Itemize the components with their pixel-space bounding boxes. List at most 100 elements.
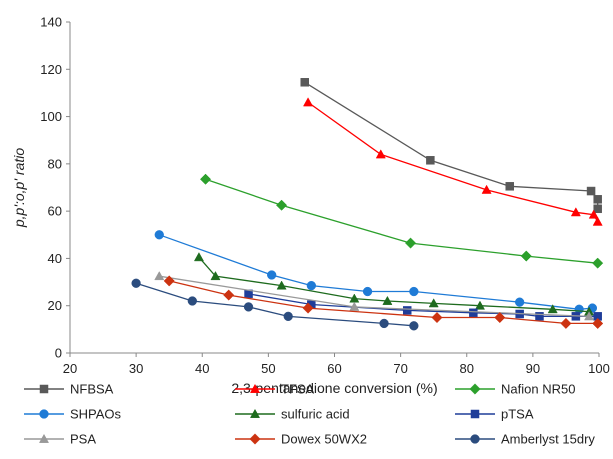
- legend-item-nafion-nr50: Nafion NR50: [455, 382, 575, 397]
- data-point-dowex-50wx2: [302, 302, 314, 314]
- data-point-dowex-50wx2: [223, 289, 235, 301]
- legend-item-tfsa: TFSA: [235, 382, 315, 397]
- legend-label-dowex-50wx2: Dowex 50WX2: [281, 432, 367, 447]
- y-tick-labels: 0 20 40 60 80 100 120 140: [40, 15, 70, 361]
- series-line-psa: [159, 275, 590, 318]
- data-point-nfbsa: [300, 78, 309, 87]
- legend-marker-amberlyst-15dry: [470, 434, 480, 444]
- series-nafion-nr50: [200, 173, 604, 269]
- legend-item-amberlyst-15dry: Amberlyst 15dry: [455, 432, 595, 447]
- data-point-shpaos: [154, 230, 164, 240]
- data-point-tfsa: [481, 184, 492, 194]
- legend-item-psa: PSA: [24, 432, 96, 447]
- data-point-nafion-nr50: [404, 237, 417, 249]
- legend-item-nfbsa: NFBSA: [24, 382, 114, 397]
- y-tick-label: 120: [40, 62, 62, 77]
- data-point-dowex-50wx2: [494, 311, 506, 324]
- legend-item-shpaos: SHPAOs: [24, 407, 122, 422]
- data-point-ptsa: [469, 308, 478, 318]
- data-point-psa: [349, 301, 360, 311]
- y-tick-label: 140: [40, 15, 62, 30]
- legend-marker-tfsa: [249, 383, 261, 393]
- x-tick-label: 50: [261, 361, 275, 376]
- data-point-nfbsa: [586, 186, 596, 196]
- data-point-amberlyst-15dry: [187, 296, 197, 306]
- series-psa: [154, 271, 595, 321]
- data-point-shpaos: [362, 286, 373, 297]
- legend-marker-dowex-50wx2: [249, 433, 261, 445]
- y-axis-title: p,p':o,p' ratio: [11, 148, 27, 228]
- series-line-nfbsa: [304, 81, 599, 209]
- series-line-tfsa: [307, 101, 599, 223]
- series-nfbsa: [300, 78, 602, 214]
- data-point-sulfuric-acid: [193, 252, 204, 262]
- data-point-psa: [154, 271, 165, 281]
- x-tick-label: 60: [327, 361, 341, 376]
- legend-label-sulfuric-acid: sulfuric acid: [281, 407, 350, 422]
- legend-label-nafion-nr50: Nafion NR50: [501, 382, 575, 397]
- data-point-amberlyst-15dry: [409, 321, 419, 331]
- data-point-nfbsa: [593, 204, 602, 214]
- data-point-shpaos: [515, 297, 525, 307]
- data-point-sulfuric-acid: [547, 304, 558, 314]
- data-point-dowex-50wx2: [560, 317, 572, 329]
- legend-item-sulfuric-acid: sulfuric acid: [235, 407, 350, 422]
- data-point-ptsa: [535, 312, 544, 321]
- data-point-tfsa: [570, 207, 581, 217]
- series-line-nafion-nr50: [205, 178, 598, 264]
- data-point-sulfuric-acid: [474, 300, 485, 310]
- data-point-dowex-50wx2: [431, 311, 443, 324]
- data-point-nafion-nr50: [592, 257, 604, 269]
- data-point-shpaos: [409, 286, 419, 297]
- series-line-ptsa: [248, 293, 598, 318]
- legend-marker-psa: [38, 433, 50, 443]
- x-tick-label: 20: [63, 361, 77, 376]
- data-point-sulfuric-acid: [210, 271, 221, 281]
- y-tick-label: 0: [55, 346, 62, 361]
- x-tick-label: 70: [393, 361, 407, 376]
- data-point-dowex-50wx2: [592, 317, 604, 329]
- data-point-nafion-nr50: [200, 173, 212, 185]
- data-point-nafion-nr50: [276, 199, 288, 211]
- y-tick-label: 100: [40, 109, 62, 124]
- legend-marker-sulfuric-acid: [249, 408, 261, 418]
- legend-marker-nafion-nr50: [469, 383, 481, 395]
- series-line-amberlyst-15dry: [135, 282, 414, 327]
- y-tick-label: 20: [48, 298, 62, 313]
- legend-label-ptsa: pTSA: [501, 407, 534, 422]
- data-point-ptsa: [402, 306, 412, 315]
- x-tick-labels: 20 30 40 50 60 70 80 90 100: [63, 353, 610, 376]
- x-tick-label: 90: [526, 361, 540, 376]
- x-tick-label: 40: [195, 361, 209, 376]
- data-point-tfsa: [375, 149, 386, 159]
- y-tick-label: 60: [48, 204, 62, 219]
- data-point-psa: [584, 311, 595, 321]
- data-point-amberlyst-15dry: [243, 302, 254, 312]
- legend-item-ptsa: pTSA: [455, 407, 534, 422]
- series-shpaos: [154, 230, 598, 314]
- legend-label-nfbsa: NFBSA: [70, 382, 114, 397]
- data-point-tfsa: [588, 209, 599, 219]
- legend-label-shpaos: SHPAOs: [70, 407, 122, 422]
- x-tick-label: 30: [129, 361, 143, 376]
- data-point-sulfuric-acid: [276, 280, 287, 290]
- series-line-shpaos: [159, 234, 593, 310]
- legend-label-amberlyst-15dry: Amberlyst 15dry: [501, 432, 595, 447]
- data-point-nfbsa: [505, 182, 514, 191]
- x-tick-label: 80: [460, 361, 474, 376]
- legend-label-psa: PSA: [70, 432, 96, 447]
- data-point-sulfuric-acid: [382, 295, 393, 305]
- legend-marker-shpaos: [39, 409, 49, 419]
- x-axis-title: 2,3-pentanedione conversion (%): [231, 380, 437, 396]
- series-dowex-50wx2: [163, 275, 604, 329]
- data-point-shpaos: [267, 270, 277, 280]
- series-tfsa: [303, 97, 603, 226]
- series-amberlyst-15dry: [131, 278, 419, 331]
- data-point-amberlyst-15dry: [131, 278, 141, 288]
- data-point-tfsa: [303, 97, 314, 107]
- legend: NFBSA TFSA Nafion NR50 SHPAOs sulfuric acid p…: [24, 382, 595, 447]
- y-tick-label: 40: [48, 251, 62, 266]
- data-point-nfbsa: [593, 195, 602, 204]
- data-point-tfsa: [592, 216, 603, 226]
